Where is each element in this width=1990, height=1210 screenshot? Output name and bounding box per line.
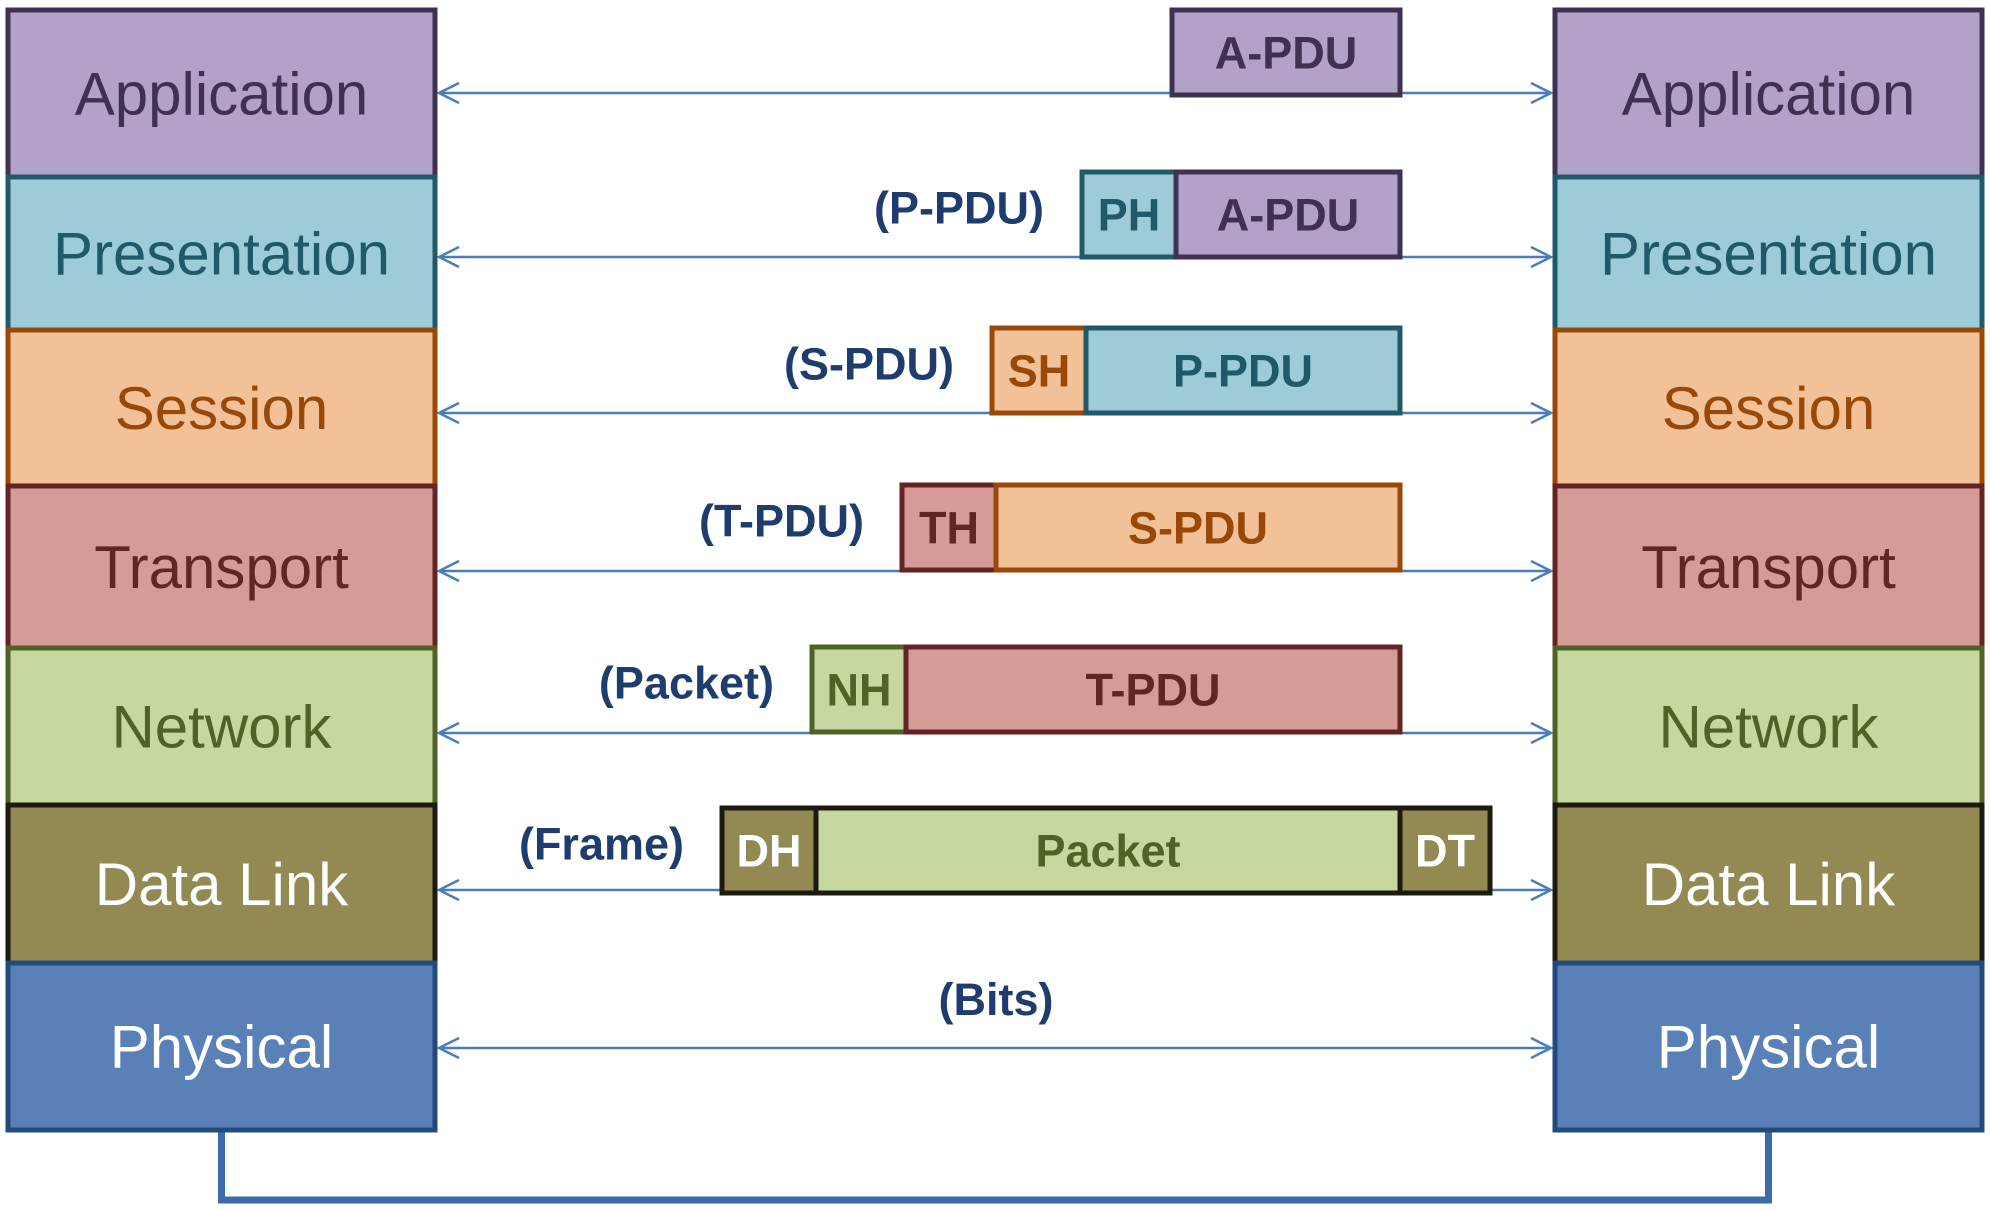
pdu-segment-a-pdu xyxy=(1169,7,1403,98)
unit-label-packet: (Packet) xyxy=(599,658,774,709)
pdu-segment-dt-label: DT xyxy=(1415,826,1475,877)
pdu-segment-p-pdu-label: P-PDU xyxy=(1173,346,1313,397)
pdu-segment-ph-label: PH xyxy=(1098,190,1161,241)
right-layer-physical xyxy=(1552,960,1985,1133)
pdu-segment-a-pdu-label: A-PDU xyxy=(1215,28,1358,79)
left-layer-transport xyxy=(5,483,438,651)
right-layer-session xyxy=(1552,327,1985,489)
pdu-segment-dt xyxy=(1397,805,1493,896)
right-stack: Application Presentation Session Transport N… xyxy=(1552,7,1985,1133)
stacks-layer: Application Presentation Session Transport N… xyxy=(5,7,1985,1133)
right-layer-application xyxy=(1552,7,1985,180)
pdu-row-4: TH S-PDU (T-PDU) xyxy=(699,482,1403,573)
pdu-segment-a-pdu-label: A-PDU xyxy=(1217,190,1360,241)
pdu-segment-s-pdu-label: S-PDU xyxy=(1128,503,1268,554)
pdu-segment-sh xyxy=(989,325,1089,416)
left-layer-application-label: Application xyxy=(75,61,369,128)
pdu-row-1: A-PDU xyxy=(1169,7,1403,98)
right-layer-data-link-label: Data Link xyxy=(1642,851,1896,918)
left-layer-data-link-label: Data Link xyxy=(95,851,349,918)
left-layer-physical xyxy=(5,960,438,1133)
pdu-layer: A-PDU PH A-PDU (P-PDU) SH P-PDU (S-PDU) TH S-PDU… xyxy=(519,7,1493,1025)
right-layer-transport-label: Transport xyxy=(1641,534,1896,601)
right-layer-application-label: Application xyxy=(1622,61,1916,128)
left-stack: Application Presentation Session Transport N… xyxy=(5,7,438,1133)
right-layer-data-link xyxy=(1552,802,1985,966)
pdu-segment-th xyxy=(899,482,999,573)
right-layer-presentation-label: Presentation xyxy=(1600,221,1937,288)
left-layer-application xyxy=(5,7,438,180)
unit-label-s-pdu: (S-PDU) xyxy=(784,339,954,390)
unit-label-t-pdu: (T-PDU) xyxy=(699,496,864,547)
pdu-segment-a-pdu xyxy=(1173,169,1403,260)
pdu-segment-dh-label: DH xyxy=(737,826,802,877)
left-layer-transport-label: Transport xyxy=(94,534,349,601)
pdu-segment-nh xyxy=(809,644,909,735)
pdu-segment-p-pdu xyxy=(1083,325,1403,416)
pdu-segment-nh-label: NH xyxy=(827,665,892,716)
pdu-segment-packet-label: Packet xyxy=(1035,826,1180,877)
physical-medium-link xyxy=(218,1130,1772,1204)
pdu-segment-sh-label: SH xyxy=(1008,346,1071,397)
right-layer-presentation xyxy=(1552,174,1985,333)
right-layer-physical-label: Physical xyxy=(1657,1014,1880,1081)
pdu-row-7: (Bits) xyxy=(939,974,1054,1025)
left-layer-data-link xyxy=(5,802,438,966)
pdu-row-2: PH A-PDU (P-PDU) xyxy=(874,169,1403,260)
left-layer-network-label: Network xyxy=(111,694,332,761)
right-layer-network xyxy=(1552,645,1985,808)
left-layer-session-label: Session xyxy=(115,375,328,442)
left-layer-physical-label: Physical xyxy=(110,1014,333,1081)
pdu-segment-t-pdu-label: T-PDU xyxy=(1086,665,1221,716)
pdu-segment-t-pdu xyxy=(903,644,1403,735)
pdu-segment-s-pdu xyxy=(993,482,1403,573)
unit-label-bits: (Bits) xyxy=(939,974,1054,1025)
right-layer-session-label: Session xyxy=(1662,375,1875,442)
pdu-row-6: DH Packet DT (Frame) xyxy=(519,805,1493,896)
unit-label-p-pdu: (P-PDU) xyxy=(874,183,1044,234)
left-layer-presentation xyxy=(5,174,438,333)
pdu-row-3: SH P-PDU (S-PDU) xyxy=(784,325,1403,416)
pdu-segment-th-label: TH xyxy=(919,503,979,554)
unit-label-frame: (Frame) xyxy=(519,819,684,870)
left-layer-session xyxy=(5,327,438,489)
pdu-row-5: NH T-PDU (Packet) xyxy=(599,644,1403,735)
left-layer-presentation-label: Presentation xyxy=(53,221,390,288)
right-layer-transport xyxy=(1552,483,1985,651)
left-layer-network xyxy=(5,645,438,808)
right-layer-network-label: Network xyxy=(1658,694,1879,761)
